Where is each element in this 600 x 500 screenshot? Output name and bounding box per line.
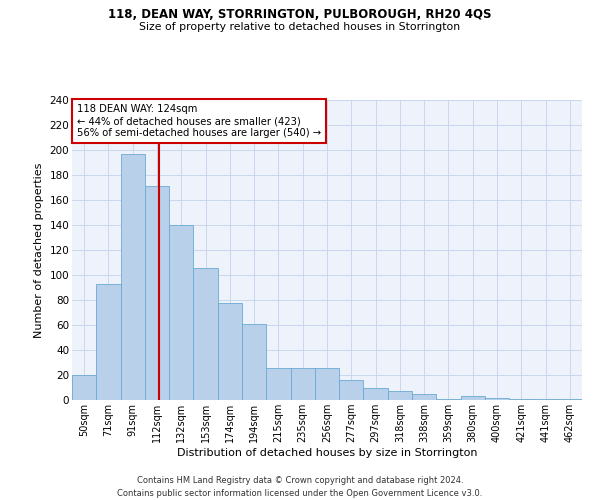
Text: Distribution of detached houses by size in Storrington: Distribution of detached houses by size … (177, 448, 477, 458)
Bar (436, 399, 461, 400)
Bar (169, 225, 193, 400)
Bar (72, 375, 96, 400)
Bar (315, 368, 339, 400)
Bar (558, 399, 582, 400)
Bar (290, 368, 315, 400)
Text: 118, DEAN WAY, STORRINGTON, PULBOROUGH, RH20 4QS: 118, DEAN WAY, STORRINGTON, PULBOROUGH, … (108, 8, 492, 20)
Bar (533, 399, 558, 400)
Bar (509, 399, 533, 400)
Bar (96, 284, 121, 400)
Bar (121, 154, 145, 400)
Bar (339, 380, 364, 400)
Bar (145, 186, 169, 400)
Bar (193, 268, 218, 400)
Text: 118 DEAN WAY: 124sqm
← 44% of detached houses are smaller (423)
56% of semi-deta: 118 DEAN WAY: 124sqm ← 44% of detached h… (77, 104, 321, 138)
Bar (388, 391, 412, 400)
Bar (412, 394, 436, 400)
Text: Size of property relative to detached houses in Storrington: Size of property relative to detached ho… (139, 22, 461, 32)
Y-axis label: Number of detached properties: Number of detached properties (34, 162, 44, 338)
Bar (364, 388, 388, 400)
Bar (218, 302, 242, 400)
Bar (485, 398, 509, 400)
Bar (266, 368, 290, 400)
Bar (242, 324, 266, 400)
Text: Contains HM Land Registry data © Crown copyright and database right 2024.
Contai: Contains HM Land Registry data © Crown c… (118, 476, 482, 498)
Bar (461, 396, 485, 400)
